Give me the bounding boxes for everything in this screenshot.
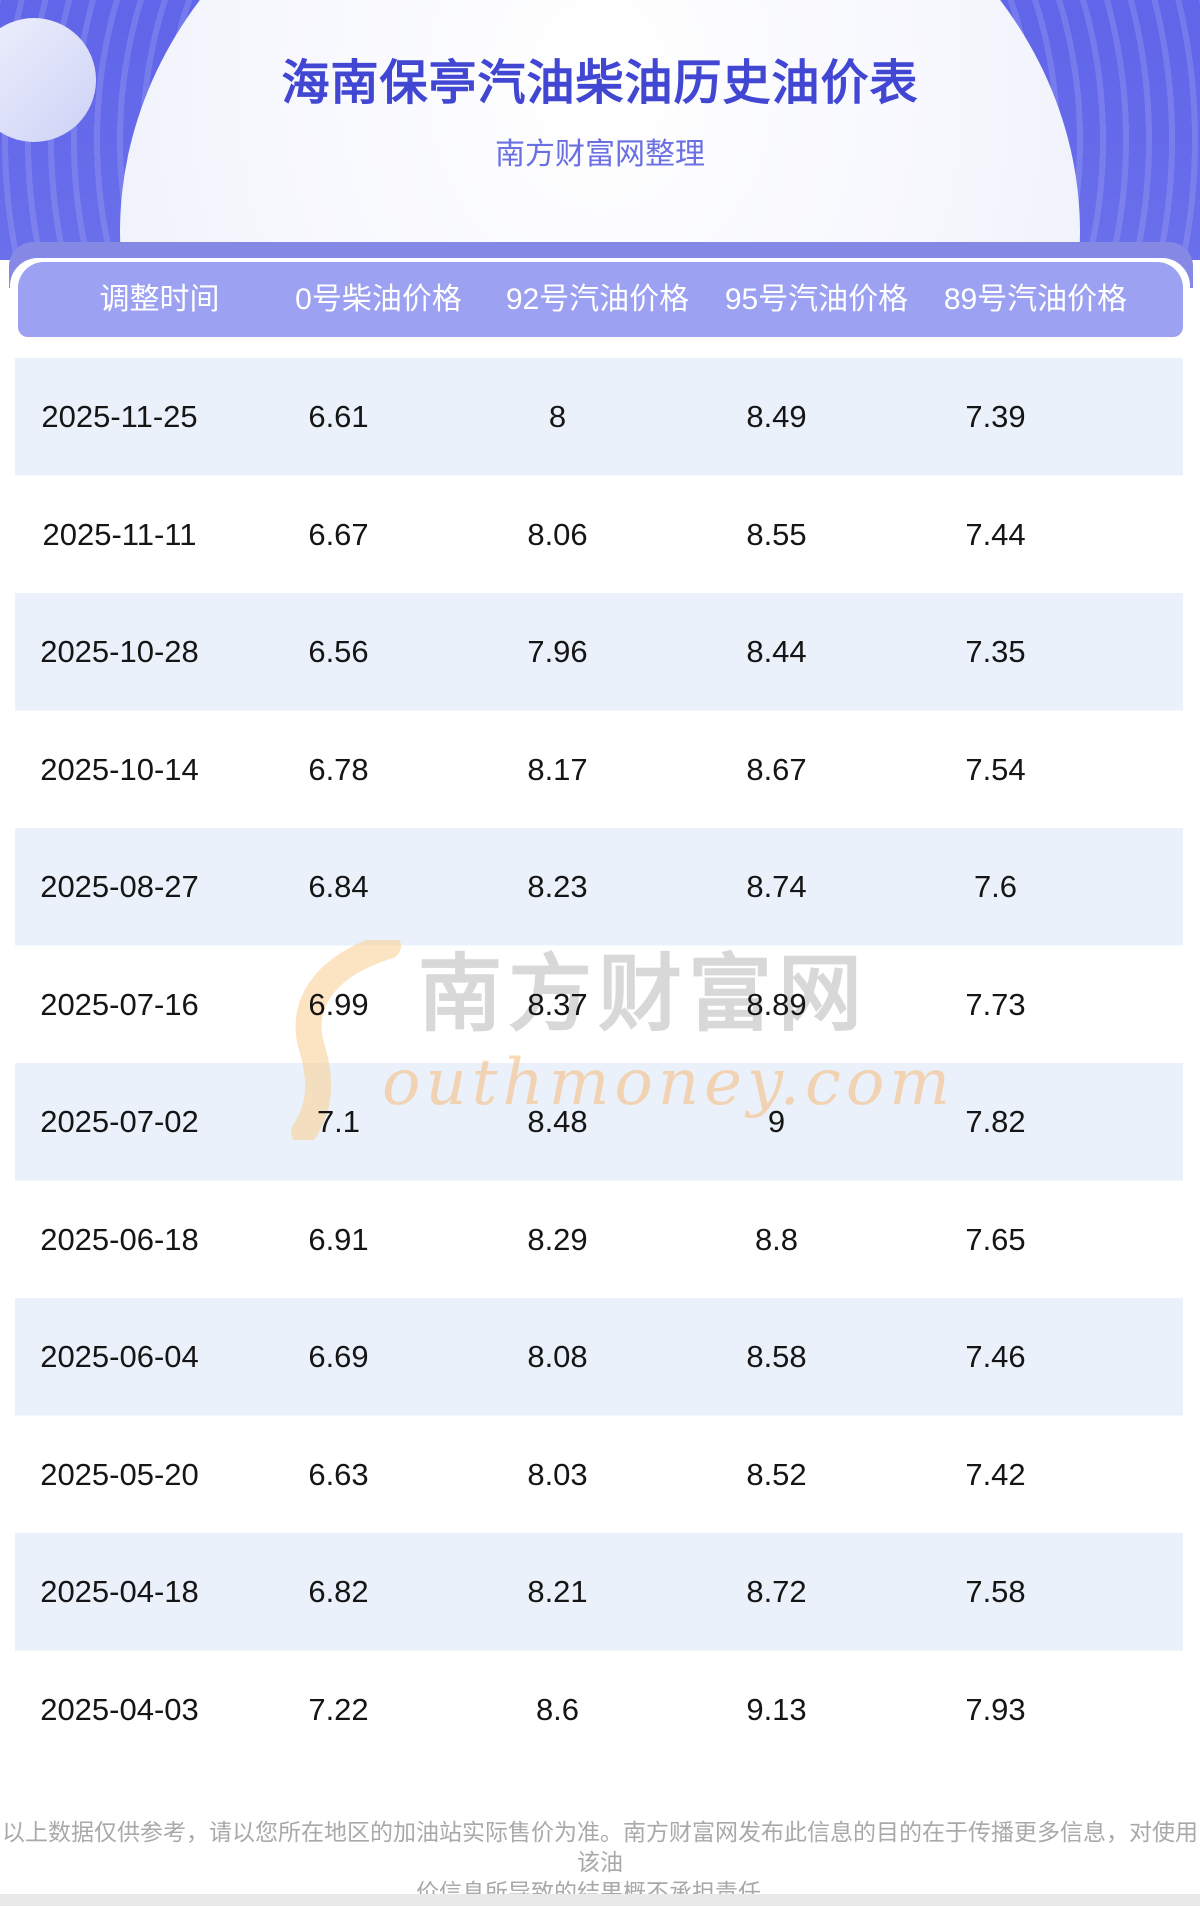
cell-date: 2025-05-20 — [40, 1456, 199, 1492]
cell-gas-92: 8.23 — [527, 869, 588, 904]
cell-gas-89: 7.82 — [965, 1104, 1026, 1139]
cell-gas-92: 8.03 — [527, 1456, 588, 1492]
cell-gas-92: 8.48 — [527, 1104, 588, 1139]
table-header-bar — [18, 262, 1183, 337]
cell-date: 2025-10-14 — [40, 751, 199, 787]
cell-date: 2025-04-18 — [40, 1574, 199, 1609]
cell-gas-92: 8.17 — [527, 751, 588, 787]
cell-gas-92: 8.6 — [535, 1691, 580, 1727]
cell-diesel-0: 7.1 — [316, 1104, 361, 1139]
column-header-date: 调整时间 — [99, 283, 220, 316]
row-stripes-background — [15, 358, 1183, 1768]
column-header-diesel-0: 0号柴油价格 — [295, 283, 462, 316]
price-table-card: 调整时间 0号柴油价格 92号汽油价格 95号汽油价格 89号汽油价格 南方财富… — [10, 258, 1190, 1790]
table-row: 2025-04-03 7.22 8.6 9.13 7.93 — [10, 1651, 1105, 1769]
table-row: 2025-05-20 6.63 8.03 8.52 7.42 — [10, 1416, 1105, 1534]
cell-gas-92: 8 — [548, 399, 567, 434]
cell-diesel-0: 6.67 — [308, 516, 369, 552]
table-row: 2025-04-18 6.82 8.21 8.72 7.58 — [10, 1533, 1105, 1651]
cell-date: 2025-07-02 — [40, 1104, 199, 1139]
cell-date: 2025-06-04 — [40, 1339, 199, 1374]
cell-gas-89: 7.73 — [965, 986, 1026, 1022]
table-row: 2025-06-04 6.69 8.08 8.58 7.46 — [10, 1298, 1105, 1416]
cell-date: 2025-11-11 — [42, 516, 197, 552]
cell-date: 2025-07-16 — [40, 986, 199, 1022]
cell-gas-92: 8.08 — [527, 1339, 588, 1374]
table-row: 2025-07-02 7.1 8.48 9 7.82 — [10, 1063, 1105, 1181]
cell-date: 2025-08-27 — [40, 869, 199, 904]
hero-circle-decoration — [0, 18, 96, 142]
table-body: 2025-11-25 6.61 8 8.49 7.39 2025-11-11 6… — [10, 358, 1105, 1768]
cell-diesel-0: 6.61 — [308, 399, 369, 434]
cell-gas-95: 9 — [767, 1104, 786, 1139]
table-header-row: 调整时间 0号柴油价格 92号汽油价格 95号汽油价格 89号汽油价格 — [50, 262, 1145, 337]
cell-diesel-0: 6.82 — [308, 1574, 369, 1609]
cell-gas-95: 8.55 — [746, 516, 807, 552]
table-row: 2025-07-16 6.99 8.37 8.89 7.73 — [10, 946, 1105, 1064]
cell-gas-95: 9.13 — [746, 1691, 807, 1727]
cell-gas-95: 8.58 — [746, 1339, 807, 1374]
cell-diesel-0: 6.99 — [308, 986, 369, 1022]
table-row: 2025-10-14 6.78 8.17 8.67 7.54 — [10, 711, 1105, 829]
cell-gas-92: 8.29 — [527, 1221, 588, 1257]
cell-gas-89: 7.6 — [973, 869, 1018, 904]
column-header-gas-89: 89号汽油价格 — [943, 283, 1128, 316]
cell-gas-95: 8.52 — [746, 1456, 807, 1492]
cell-gas-95: 8.8 — [754, 1221, 799, 1257]
page-bottom-strip — [0, 1894, 1200, 1906]
cell-gas-89: 7.42 — [965, 1456, 1026, 1492]
cell-gas-95: 8.72 — [746, 1574, 807, 1609]
cell-gas-95: 8.67 — [746, 751, 807, 787]
hero-ellipse-decoration — [120, 0, 1080, 260]
cell-gas-89: 7.93 — [965, 1691, 1026, 1727]
cell-date: 2025-06-18 — [40, 1221, 199, 1257]
table-row: 2025-11-25 6.61 8 8.49 7.39 — [10, 358, 1105, 476]
cell-gas-89: 7.39 — [965, 399, 1026, 434]
column-header-gas-95: 95号汽油价格 — [724, 283, 909, 316]
cell-gas-95: 8.74 — [746, 869, 807, 904]
cell-diesel-0: 6.69 — [308, 1339, 369, 1374]
cell-diesel-0: 6.91 — [308, 1221, 369, 1257]
cell-gas-95: 8.89 — [746, 986, 807, 1022]
cell-gas-89: 7.35 — [965, 634, 1026, 669]
cell-gas-89: 7.58 — [965, 1574, 1026, 1609]
cell-diesel-0: 6.78 — [308, 751, 369, 787]
cell-gas-89: 7.54 — [965, 751, 1026, 787]
table-row: 2025-11-11 6.67 8.06 8.55 7.44 — [10, 476, 1105, 594]
page-title: 海南保亭汽油柴油历史油价表 — [281, 57, 919, 110]
cell-date: 2025-04-03 — [40, 1691, 199, 1727]
table-row: 2025-08-27 6.84 8.23 8.74 7.6 — [10, 828, 1105, 946]
column-header-gas-92: 92号汽油价格 — [505, 283, 690, 316]
disclaimer-line-1: 以上数据仅供参考，请以您所在地区的加油站实际售价为准。南方财富网发布此信息的目的… — [2, 1819, 1198, 1875]
cell-date: 2025-11-25 — [41, 399, 198, 434]
cell-gas-89: 7.44 — [965, 516, 1026, 552]
cell-gas-92: 7.96 — [527, 634, 588, 669]
disclaimer-text: 以上数据仅供参考，请以您所在地区的加油站实际售价为准。南方财富网发布此信息的目的… — [0, 1817, 1200, 1907]
cell-gas-95: 8.49 — [746, 399, 807, 434]
cell-diesel-0: 7.22 — [308, 1691, 369, 1727]
table-row: 2025-06-18 6.91 8.29 8.8 7.65 — [10, 1181, 1105, 1299]
cell-diesel-0: 6.56 — [308, 634, 369, 669]
cell-gas-89: 7.65 — [965, 1221, 1026, 1257]
cell-diesel-0: 6.84 — [308, 869, 369, 904]
cell-diesel-0: 6.63 — [308, 1456, 369, 1492]
cell-gas-89: 7.46 — [965, 1339, 1026, 1374]
table-row: 2025-10-28 6.56 7.96 8.44 7.35 — [10, 593, 1105, 711]
page-subtitle: 南方财富网整理 — [495, 138, 705, 171]
cell-gas-95: 8.44 — [746, 634, 807, 669]
cell-gas-92: 8.21 — [527, 1574, 588, 1609]
cell-gas-92: 8.06 — [527, 516, 588, 552]
cell-date: 2025-10-28 — [40, 634, 199, 669]
cell-gas-92: 8.37 — [527, 986, 588, 1022]
hero-banner: 海南保亭汽油柴油历史油价表 南方财富网整理 — [0, 0, 1200, 260]
